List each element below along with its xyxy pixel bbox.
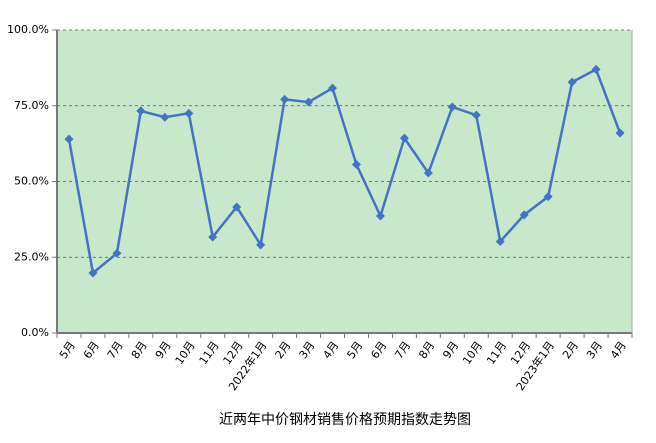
data-point	[256, 240, 266, 250]
x-tick-label: 7月	[392, 339, 413, 361]
data-point	[351, 160, 361, 170]
data-point	[495, 236, 505, 246]
x-tick-label: 5月	[57, 339, 78, 361]
x-tick-label: 4月	[608, 339, 629, 361]
data-point	[64, 134, 74, 144]
data-point	[280, 94, 290, 104]
x-tick-label: 9月	[153, 339, 174, 361]
x-tick-label: 11月	[484, 339, 509, 367]
data-point	[567, 77, 577, 87]
x-tick-label: 2月	[273, 339, 294, 361]
data-point	[543, 192, 553, 202]
y-tick-label: 75.0%	[14, 99, 49, 112]
data-point	[519, 210, 529, 220]
x-tick-label: 6月	[81, 339, 102, 361]
data-point	[375, 211, 385, 221]
data-point	[328, 83, 338, 93]
x-tick-label: 3月	[297, 339, 318, 361]
x-tick-label: 4月	[320, 339, 341, 361]
data-point	[447, 102, 457, 112]
x-tick-label: 10月	[173, 339, 198, 367]
data-point	[423, 168, 433, 178]
x-tick-label: 9月	[440, 339, 461, 361]
x-tick-label: 2月	[560, 339, 581, 361]
data-point	[304, 97, 314, 107]
x-tick-label: 7月	[105, 339, 126, 361]
data-point	[136, 106, 146, 116]
data-point	[615, 128, 625, 138]
y-tick-label: 25.0%	[14, 250, 49, 263]
data-point	[184, 108, 194, 118]
y-tick-label: 100.0%	[7, 23, 49, 36]
x-tick-label: 8月	[416, 339, 437, 361]
y-tick-label: 50.0%	[14, 175, 49, 188]
plot-area	[57, 30, 632, 333]
data-point	[112, 248, 122, 258]
y-tick-label: 0.0%	[21, 326, 49, 339]
data-line	[67, 67, 622, 276]
x-tick-label: 5月	[344, 339, 365, 361]
data-point	[591, 64, 601, 74]
data-point	[160, 112, 170, 122]
x-tick-label: 6月	[368, 339, 389, 361]
x-tick-label: 11月	[197, 339, 222, 367]
data-point	[232, 202, 242, 212]
data-point	[208, 232, 218, 242]
x-tick-label: 8月	[129, 339, 150, 361]
chart-title: 近两年中价钢材销售价格预期指数走势图	[219, 412, 471, 428]
x-tick-label: 3月	[584, 339, 605, 361]
x-tick-label: 10月	[460, 339, 485, 367]
data-point	[471, 110, 481, 120]
data-point	[399, 133, 409, 143]
data-point	[88, 268, 98, 278]
